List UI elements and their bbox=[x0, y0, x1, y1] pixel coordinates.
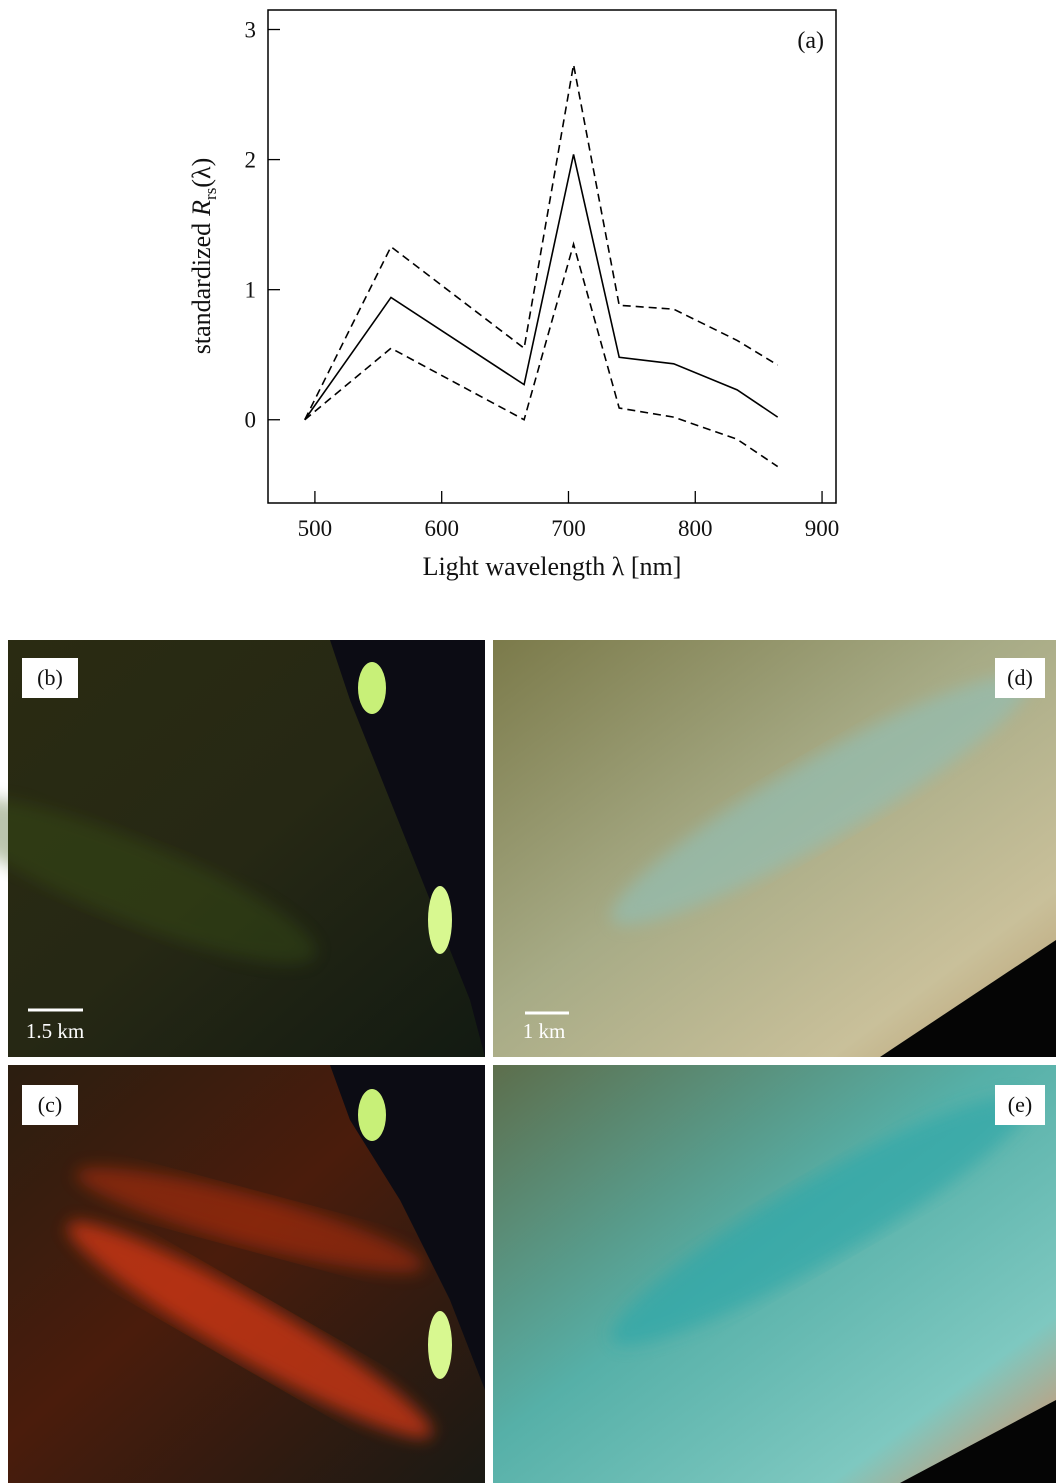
panel-c: (c) bbox=[8, 1065, 485, 1483]
image-bloom bbox=[358, 662, 386, 714]
x-tick-label: 500 bbox=[298, 516, 333, 541]
x-tick-label: 600 bbox=[424, 516, 459, 541]
panel-label: (b) bbox=[37, 665, 63, 690]
figure: (a) Light wavelength λ [nm] standardized… bbox=[0, 0, 1056, 1483]
line-series bbox=[305, 65, 778, 420]
x-tick-label: 700 bbox=[551, 516, 586, 541]
x-tick-label: 800 bbox=[678, 516, 713, 541]
x-axis-label: Light wavelength λ [nm] bbox=[423, 552, 682, 581]
panel-b: (b) 1.5 km bbox=[0, 640, 485, 1057]
image-bloom bbox=[428, 886, 452, 954]
y-label-suffix: (λ) bbox=[187, 158, 216, 188]
scale-bar-label: 1.5 km bbox=[26, 1019, 84, 1043]
y-label-prefix: standardized bbox=[187, 223, 216, 354]
panel-label: (c) bbox=[38, 1092, 62, 1117]
image-bloom bbox=[428, 1311, 452, 1379]
x-tick-label: 900 bbox=[805, 516, 840, 541]
y-tick-label: 1 bbox=[245, 278, 257, 303]
panel-label: (d) bbox=[1007, 665, 1033, 690]
y-tick-label: 3 bbox=[245, 18, 257, 43]
panel-label: (e) bbox=[1008, 1092, 1032, 1117]
line-series bbox=[305, 154, 778, 419]
panel-label: (a) bbox=[797, 28, 824, 54]
y-label-symbol: R bbox=[187, 200, 216, 217]
y-tick-label: 0 bbox=[245, 408, 257, 433]
y-tick-label: 2 bbox=[245, 148, 257, 173]
y-label-subscript: rs bbox=[201, 188, 220, 200]
panel-e: (e) bbox=[493, 1065, 1056, 1483]
scale-bar-label: 1 km bbox=[523, 1019, 566, 1043]
image-bloom bbox=[358, 1089, 386, 1141]
panel-d: (d) 1 km bbox=[493, 640, 1056, 1057]
y-axis-label: standardized Rrs(λ) bbox=[187, 158, 220, 355]
chart-a: (a) Light wavelength λ [nm] standardized… bbox=[187, 10, 839, 581]
